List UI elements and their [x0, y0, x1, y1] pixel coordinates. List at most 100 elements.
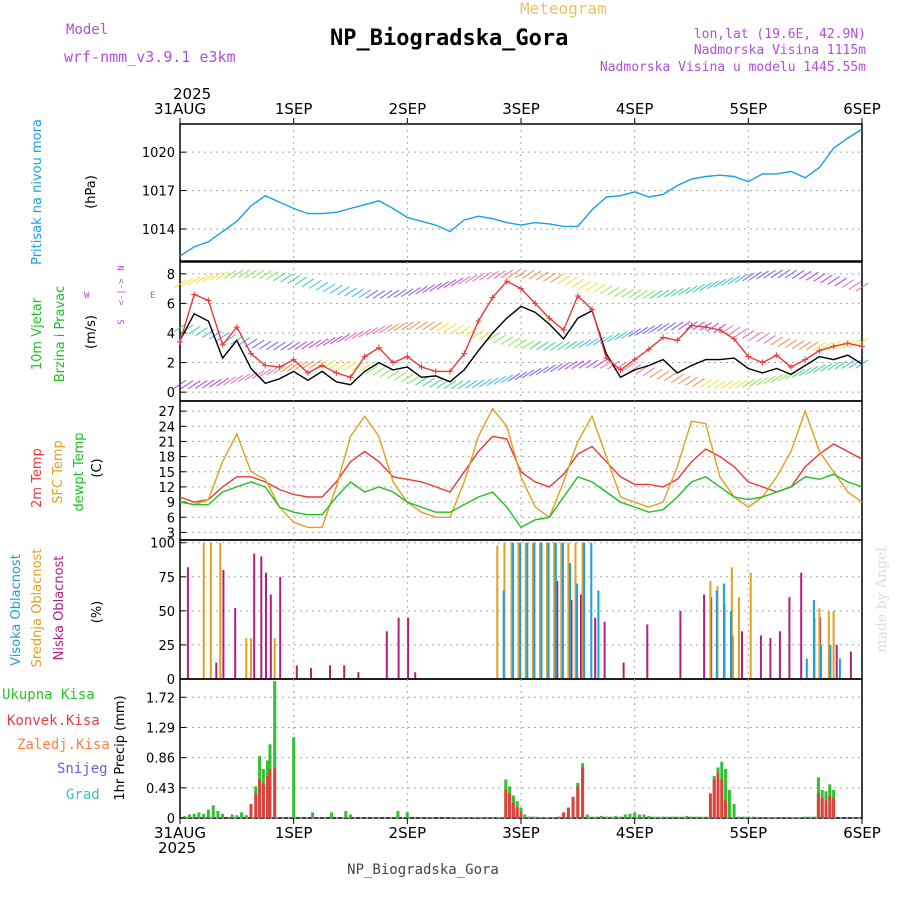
bar-precip-0 — [534, 816, 538, 818]
wind-vector — [727, 380, 741, 390]
wind-vector — [699, 282, 713, 292]
cloud-ylabel-1: Visoka Oblacnost — [9, 554, 24, 666]
wind-vector — [329, 284, 343, 294]
bar-precip-0 — [751, 816, 755, 818]
wind-vector — [493, 334, 507, 344]
ytick-label: 18 — [158, 451, 175, 466]
wind-vector — [422, 321, 435, 331]
ytick-label: 27 — [158, 405, 175, 420]
wind-vector — [798, 367, 812, 377]
wind-vector — [344, 287, 357, 297]
bar-precip-1 — [576, 786, 580, 818]
wind-vector — [287, 341, 300, 351]
precip-panel: Ukupna Kisa Konvek.Kisa Zaledj.Kisa Snij… — [2, 678, 863, 827]
wind-vector — [742, 378, 755, 388]
wind-vector — [187, 276, 201, 286]
wind-vector — [180, 380, 194, 390]
ytick-label: 1.29 — [146, 721, 175, 736]
bar-cloud-0 — [556, 580, 559, 679]
ytick-label: 100 — [150, 537, 175, 552]
bar-cloud-0 — [295, 665, 298, 679]
wind-vector — [223, 270, 237, 280]
wind-vector — [749, 271, 762, 281]
wind-vector — [848, 338, 862, 348]
wind-vector — [635, 365, 649, 375]
wind-vector — [258, 270, 272, 280]
wind-vector — [379, 324, 393, 334]
wind-vector — [564, 360, 578, 370]
bar-precip-1 — [716, 772, 720, 818]
wind-vector — [337, 360, 350, 370]
bar-precip-0 — [429, 817, 433, 818]
year-bottom: 2025 — [158, 839, 196, 857]
bar-precip-0 — [690, 816, 693, 818]
gust-marker — [532, 300, 539, 307]
bar-cloud-0 — [279, 576, 282, 679]
wind-vector — [280, 273, 293, 283]
wind-vector — [528, 340, 542, 350]
gust-marker — [219, 341, 226, 348]
bar-precip-1 — [824, 800, 828, 818]
bar-precip-0 — [732, 804, 736, 818]
ytick-label: 0 — [167, 673, 175, 688]
bar-cloud-0 — [778, 631, 781, 679]
gust-marker — [333, 369, 340, 376]
top-time-tick: 3SEP — [502, 100, 540, 118]
pressure-ylabel: Pritisak na nivou mora — [30, 119, 45, 265]
wind-vector — [358, 328, 372, 338]
wind-vector — [443, 279, 457, 289]
bar-precip-0 — [623, 814, 627, 818]
wind-vector — [436, 322, 450, 332]
bar-precip-0 — [666, 816, 670, 818]
wind-vector — [614, 361, 627, 371]
bar-precip-0 — [637, 814, 641, 818]
bar-precip-1 — [720, 779, 724, 818]
bar-precip-1 — [562, 812, 566, 818]
wind-vector — [742, 329, 755, 339]
wind-vector — [294, 341, 308, 351]
wind-vector — [301, 340, 315, 350]
wind-vector — [415, 285, 428, 295]
wind-vector — [770, 269, 784, 279]
wind-vector — [805, 341, 819, 351]
wind-vector — [678, 321, 691, 331]
wind-vector — [472, 379, 485, 389]
wind-vector — [557, 341, 570, 351]
gust-marker — [503, 278, 510, 285]
bar-precip-1 — [268, 768, 272, 818]
footer-station: NP_Biogradska_Gora — [347, 862, 499, 878]
bar-precip-0 — [349, 814, 352, 818]
bar-precip-0 — [557, 816, 561, 818]
wind-vector — [464, 274, 478, 284]
bar-cloud-0 — [269, 594, 272, 679]
gust-marker — [375, 344, 382, 351]
wind-vector — [450, 380, 464, 390]
gust-marker — [688, 322, 695, 329]
wind-vector — [820, 362, 833, 372]
wind-vector — [187, 380, 201, 390]
bar-cloud-2 — [715, 590, 718, 679]
bar-precip-1 — [519, 812, 523, 818]
bar-cloud-2 — [730, 610, 732, 679]
bar-precip-0 — [500, 817, 504, 818]
bar-precip-0 — [188, 814, 191, 818]
bar-cloud-0 — [310, 668, 312, 679]
bar-precip-1 — [724, 800, 728, 818]
gust-marker — [844, 340, 851, 347]
bar-cloud-1 — [818, 608, 821, 679]
cloud-series — [186, 542, 852, 679]
bar-precip-1 — [571, 796, 575, 818]
wind-vector — [848, 280, 862, 290]
wind-vector — [393, 371, 407, 381]
wind-vector — [585, 282, 599, 292]
gust-marker — [773, 352, 780, 359]
bottom-time-tick: 3SEP — [502, 824, 540, 842]
bar-precip-0 — [211, 805, 215, 818]
bar-precip-1 — [828, 795, 832, 818]
model-name: wrf-nmm_v3.9.1 e3km — [64, 48, 236, 66]
bar-cloud-1 — [553, 542, 556, 679]
bar-cloud-2 — [583, 542, 586, 679]
wind-vector — [663, 288, 677, 298]
ytick-label: 4 — [167, 327, 175, 342]
